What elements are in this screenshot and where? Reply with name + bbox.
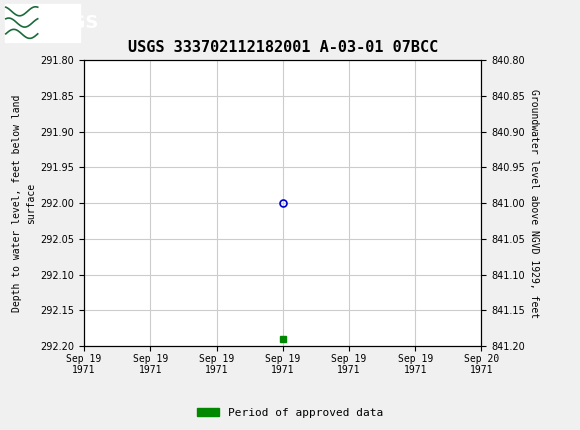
Text: USGS: USGS bbox=[44, 14, 99, 31]
Y-axis label: Depth to water level, feet below land
surface: Depth to water level, feet below land su… bbox=[12, 95, 36, 312]
FancyBboxPatch shape bbox=[5, 3, 80, 42]
Y-axis label: Groundwater level above NGVD 1929, feet: Groundwater level above NGVD 1929, feet bbox=[529, 89, 539, 318]
Legend: Period of approved data: Period of approved data bbox=[193, 403, 387, 422]
Title: USGS 333702112182001 A-03-01 07BCC: USGS 333702112182001 A-03-01 07BCC bbox=[128, 40, 438, 55]
